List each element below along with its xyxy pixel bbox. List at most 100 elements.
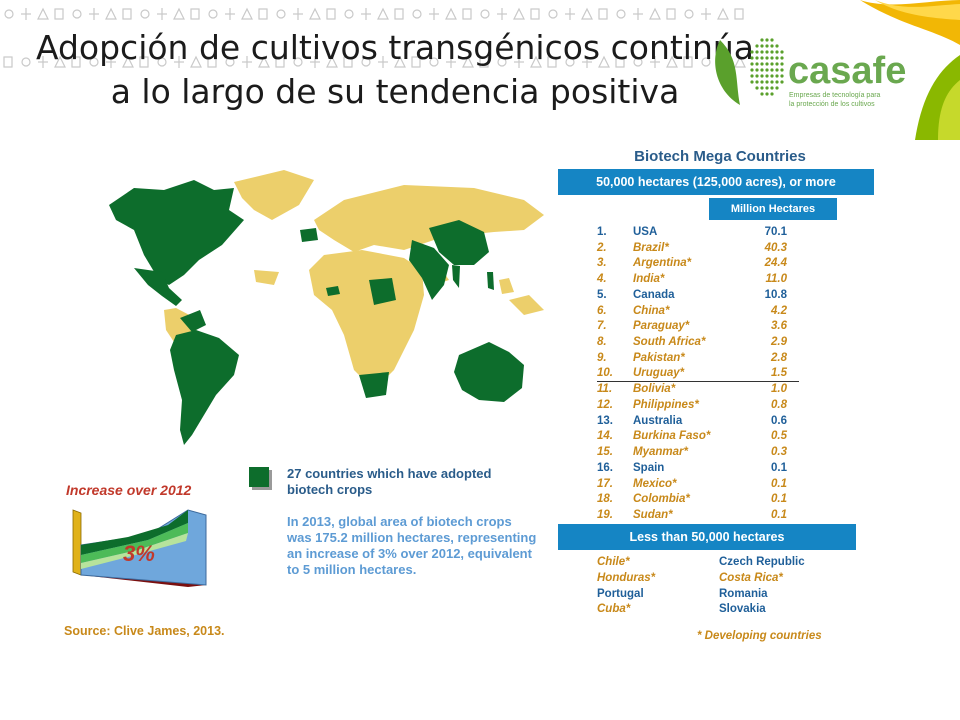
logo-dot xyxy=(770,62,774,66)
row-rank: 13. xyxy=(597,414,613,427)
logo-dot xyxy=(755,74,759,78)
logo-dot xyxy=(770,80,774,84)
row-value: 1.0 xyxy=(771,383,787,396)
increase-title: Increase over 2012 xyxy=(66,482,192,498)
logo-dot xyxy=(755,62,759,66)
logo-dot xyxy=(750,74,754,78)
doodle-shape xyxy=(462,55,474,68)
doodle-shape xyxy=(241,7,253,20)
logo-dot xyxy=(750,50,754,54)
title-line-2: a lo largo de su tendencia positiva xyxy=(110,72,680,111)
increase-percent-label: 3% xyxy=(123,541,155,566)
doodle-shape xyxy=(140,9,150,19)
row-country: Pakistan* xyxy=(633,351,685,364)
row-value: 0.3 xyxy=(771,446,787,459)
row-value: 0.1 xyxy=(771,508,787,521)
doodle-shape xyxy=(190,55,202,68)
row-value: 10.8 xyxy=(764,288,787,301)
logo-dot xyxy=(775,68,779,72)
logo-dot xyxy=(760,62,764,66)
row-country: Brazil* xyxy=(633,241,669,254)
logo-dot xyxy=(750,68,754,72)
row-country: Sudan* xyxy=(633,508,673,521)
row-rank: 16. xyxy=(597,461,613,474)
logo-dot xyxy=(755,68,759,72)
logo-tagline-2: la protección de los cultivos xyxy=(789,101,875,108)
row-country: India* xyxy=(633,273,665,286)
row-rank: 1. xyxy=(597,226,607,238)
doodle-shape xyxy=(4,9,14,19)
row-rank: 5. xyxy=(597,288,607,301)
logo-dot xyxy=(770,44,774,48)
doodle-shape xyxy=(21,8,31,20)
doodle-shape xyxy=(71,56,81,68)
doodle-shape xyxy=(157,57,167,67)
row-country: South Africa* xyxy=(633,336,706,349)
doodle-shape xyxy=(54,8,64,20)
row-value: 0.6 xyxy=(771,414,787,427)
doodle-shape xyxy=(530,55,542,68)
less-country: Portugal xyxy=(597,587,644,600)
row-rank: 17. xyxy=(597,477,613,490)
logo-dot xyxy=(755,50,759,54)
logo-dot xyxy=(780,56,784,60)
row-rank: 12. xyxy=(597,398,613,411)
logo-dot xyxy=(775,86,779,90)
doodle-shape xyxy=(258,8,268,20)
row-value: 1.5 xyxy=(771,367,787,380)
less-country: Honduras* xyxy=(597,571,656,584)
row-value: 0.8 xyxy=(771,398,787,411)
row-country: Uruguay* xyxy=(633,367,685,380)
logo-dot xyxy=(750,56,754,60)
row-value: 4.2 xyxy=(771,304,787,317)
row-rank: 3. xyxy=(597,257,607,270)
doodle-shape xyxy=(293,57,303,67)
doodle-shape xyxy=(89,8,99,20)
doodle-shape xyxy=(649,7,661,20)
row-country: Myanmar* xyxy=(633,446,688,459)
doodle-shape xyxy=(513,7,525,20)
logo-dot xyxy=(750,80,754,84)
logo-dot xyxy=(755,56,759,60)
doodle-shape xyxy=(683,56,693,68)
doodle-shape xyxy=(666,55,678,68)
doodle-shape xyxy=(208,9,218,19)
row-value: 11.0 xyxy=(765,273,787,286)
logo-dot xyxy=(780,80,784,84)
logo-dot xyxy=(780,62,784,66)
doodle-shape xyxy=(38,56,48,68)
doodle-shape xyxy=(106,56,116,68)
legend-text: 27 countries which have adopted biotech … xyxy=(287,466,492,497)
doodle-shape xyxy=(310,56,320,68)
row-country: China* xyxy=(633,304,670,317)
row-value: 0.1 xyxy=(771,477,787,490)
source-citation: Source: Clive James, 2013. xyxy=(64,624,225,638)
row-country: Argentina* xyxy=(633,257,692,270)
row-rank: 15. xyxy=(597,446,613,459)
doodle-shape xyxy=(394,8,404,20)
doodle-shape xyxy=(122,55,134,68)
doodle-shape xyxy=(326,8,336,20)
doodle-shape xyxy=(3,56,13,68)
doodle-shape xyxy=(548,9,558,19)
logo-dot xyxy=(760,86,764,90)
doodle-shape xyxy=(411,56,421,68)
logo-dot xyxy=(765,44,769,48)
less-country: Czech Republic xyxy=(719,556,805,568)
doodle-shape xyxy=(412,9,422,19)
doodle-shape xyxy=(633,57,643,67)
logo-dot xyxy=(755,86,759,90)
doodle-shape xyxy=(565,57,575,67)
doodle-shape xyxy=(394,55,406,68)
logo-dot xyxy=(765,68,769,72)
doodle-shape xyxy=(581,7,593,20)
less-header: Less than 50,000 hectares xyxy=(558,524,856,550)
doodle-shape xyxy=(207,56,217,68)
doodle-shape xyxy=(377,7,389,20)
unit-header: Million Hectares xyxy=(709,198,837,220)
doodle-shape xyxy=(190,8,200,20)
doodle-shape xyxy=(89,57,99,67)
row-country: Spain xyxy=(633,461,665,474)
logo-dot xyxy=(760,44,764,48)
row-rank: 19. xyxy=(597,508,613,521)
